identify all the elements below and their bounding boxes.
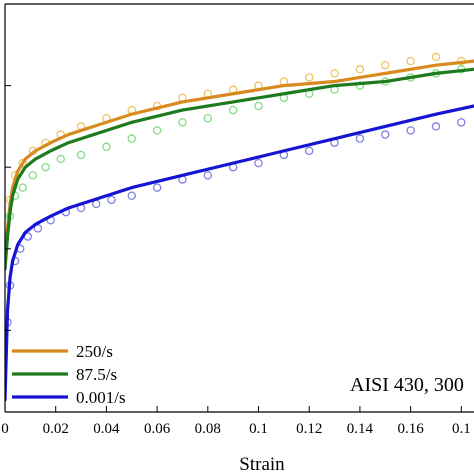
experiment-point (152, 183, 162, 192)
legend-label: 0.001/s (76, 388, 126, 407)
experiment-point (152, 126, 162, 135)
experiment-point (76, 150, 86, 160)
x-axis-label: Strain (239, 454, 285, 474)
x-tick-label: 0.04 (93, 421, 120, 437)
x-tick-label: 0.06 (144, 421, 171, 437)
experiment-point (41, 162, 50, 172)
experiment-point (254, 101, 263, 111)
x-ticks: 0 0.02 0.04 0.06 0.08 0.1 0.12 0.14 0.16 0.1 (1, 406, 471, 437)
experiment-point (406, 56, 415, 66)
model-curve (5, 67, 474, 271)
legend: 250/s 87.5/s 0.001/s (12, 342, 126, 407)
experiment-point (304, 73, 314, 82)
experiment-point (56, 154, 66, 164)
experiment-point (18, 183, 27, 192)
experiment-point (355, 134, 365, 143)
experiment-point (127, 134, 137, 143)
experiment-point (178, 118, 187, 127)
experiment-point (431, 52, 441, 62)
x-tick-label: 0.12 (296, 421, 322, 437)
x-tick-label: 0.1 (452, 421, 471, 437)
x-tick-label: 0.16 (397, 421, 424, 437)
experiment-point (330, 69, 339, 78)
x-tick-label: 0.14 (347, 421, 374, 437)
experiment-point (431, 122, 441, 131)
chart-annotation: AISI 430, 300 (350, 374, 464, 396)
legend-label: 87.5/s (76, 365, 117, 384)
x-tick-label: 0.02 (43, 421, 69, 437)
experiment-point (406, 126, 415, 135)
experiment-point (203, 171, 213, 180)
legend-label: 250/s (76, 342, 113, 361)
experiment-point (203, 113, 213, 123)
y-ticks (5, 3, 11, 413)
experiment-point (102, 142, 111, 152)
experiment-point (127, 191, 137, 201)
x-tick-label: 0 (1, 421, 9, 437)
experiment-point (18, 158, 27, 168)
experiment-point (33, 224, 43, 233)
x-tick-label: 0.08 (195, 421, 221, 437)
axes (4, 3, 474, 413)
x-tick-label: 0.1 (249, 421, 268, 437)
plot-area (5, 52, 474, 402)
experiment-point (254, 158, 263, 168)
experiment-point (381, 130, 390, 139)
experiment-point (228, 105, 238, 115)
experiment-point (355, 65, 365, 74)
experiment-point (457, 118, 466, 127)
model-curves (5, 59, 474, 402)
experiment-point (381, 60, 390, 70)
model-curve (5, 59, 474, 263)
experiment-point (304, 146, 314, 156)
experiment-point (107, 195, 116, 205)
experiment-point (28, 171, 38, 180)
model-curve (5, 104, 474, 402)
